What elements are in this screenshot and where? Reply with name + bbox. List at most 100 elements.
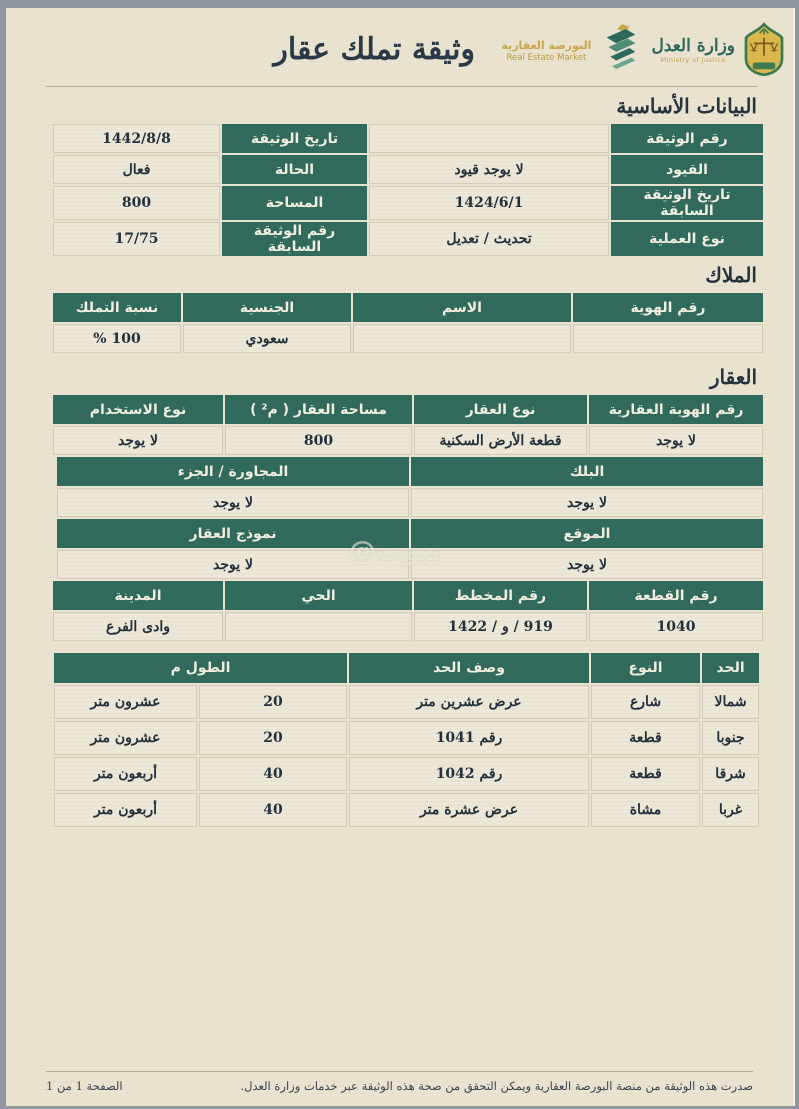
document-page: وزارة العدل Ministry of Justice البورصة … [6, 8, 795, 1106]
column-header: النوع [591, 653, 700, 683]
owner-nationality-value: سعودي [183, 324, 351, 353]
document-header: وزارة العدل Ministry of Justice البورصة … [6, 8, 793, 86]
field-value: لا يوجد [411, 488, 763, 517]
field-label: رقم الوثيقة [611, 124, 763, 153]
column-header: الحد [702, 653, 759, 683]
owners-table: رقم الهوية الاسم الجنسية نسبة التملك سعو… [53, 293, 763, 353]
border-type: قطعة [591, 757, 700, 791]
column-header: نسبة التملك [53, 293, 181, 322]
field-value: تحديث / تعديل [369, 222, 609, 256]
field-label: تاريخ الوثيقة السابقة [611, 186, 763, 220]
page-title: وثيقة تملك عقار [273, 32, 475, 67]
column-header: الموقع [411, 519, 763, 548]
field-value: لا يوجد قيود [369, 155, 609, 184]
city-value: وادى الفرع [53, 612, 223, 641]
ministry-of-justice-logo: وزارة العدل Ministry of Justice [651, 22, 787, 80]
property-table-row1: رقم الهوية العقارية نوع العقار مساحة الع… [53, 395, 763, 455]
column-header: مساحة العقار ( م² ) [225, 395, 412, 424]
column-header: وصف الحد [349, 653, 589, 683]
bourse-name-english: Real Estate Market [506, 52, 587, 63]
plan-number-value: 919 / و / 1422 [414, 612, 587, 641]
field-label: رقم الوثيقة السابقة [222, 222, 367, 256]
owner-name-value [353, 324, 571, 353]
border-side: جنوبا [702, 721, 759, 755]
borders-table: الحد النوع وصف الحد الطول م شمالا شارع ع… [54, 653, 759, 827]
bourse-logo-text: البورصة العقارية Real Estate Market [501, 39, 591, 63]
header-logos: وزارة العدل Ministry of Justice البورصة … [501, 22, 787, 80]
column-header: البلك [411, 457, 763, 486]
column-header: رقم القطعة [589, 581, 763, 610]
column-header: رقم الهوية العقارية [589, 395, 763, 424]
column-header: الطول م [54, 653, 347, 683]
field-value: 800 [53, 186, 220, 220]
field-value [369, 124, 609, 153]
border-type: قطعة [591, 721, 700, 755]
border-length-text: عشرون متر [54, 685, 197, 719]
column-header: الحي [225, 581, 412, 610]
field-value: 17/75 [53, 222, 220, 256]
border-length: 40 [199, 757, 347, 791]
field-value: فعال [53, 155, 220, 184]
column-header: رقم المخطط [414, 581, 587, 610]
header-divider [46, 86, 757, 87]
field-value: لا يوجد [589, 426, 763, 455]
border-desc: رقم 1041 [349, 721, 589, 755]
border-side: غربا [702, 793, 759, 827]
field-value: لا يوجد [57, 550, 409, 579]
column-header: المدينة [53, 581, 223, 610]
border-length-text: أربعون متر [54, 793, 197, 827]
border-length: 20 [199, 685, 347, 719]
border-length: 20 [199, 721, 347, 755]
field-value: لا يوجد [411, 550, 763, 579]
ministry-name-english: Ministry of Justice [660, 56, 726, 65]
property-table-row4: رقم القطعة رقم المخطط الحي المدينة 1040 … [53, 581, 763, 641]
field-label: الحالة [222, 155, 367, 184]
bourse-name-arabic: البورصة العقارية [501, 38, 592, 52]
column-header: الاسم [353, 293, 571, 322]
section-heading-basic-data: البيانات الأساسية [616, 94, 757, 118]
field-value: لا يوجد [57, 488, 409, 517]
stacked-layers-icon [599, 22, 641, 80]
property-table-row2: البلك المجاورة / الجزء لا يوجد لا يوجد [57, 457, 763, 517]
column-header: الجنسية [183, 293, 351, 322]
border-length-text: أربعون متر [54, 757, 197, 791]
field-value: 1424/6/1 [369, 186, 609, 220]
district-value [225, 612, 412, 641]
field-label: تاريخ الوثيقة [222, 124, 367, 153]
ministry-name-arabic: وزارة العدل [651, 36, 735, 57]
border-length: 40 [199, 793, 347, 827]
border-type: شارع [591, 685, 700, 719]
section-heading-owners: الملاك [705, 263, 757, 287]
section-heading-property: العقار [709, 365, 757, 389]
ministry-emblem-icon [741, 22, 787, 80]
column-header: نموذج العقار [57, 519, 409, 548]
border-desc: عرض عشرة متر [349, 793, 589, 827]
column-header: نوع الاستخدام [53, 395, 223, 424]
field-value: لا يوجد [53, 426, 223, 455]
border-desc: عرض عشرين متر [349, 685, 589, 719]
owner-share-value: 100 % [53, 324, 181, 353]
document-footer: صدرت هذه الوثيقة من منصة البورصة العقاري… [46, 1071, 753, 1093]
basic-data-table: رقم الوثيقة تاريخ الوثيقة 1442/8/8 القيو… [53, 124, 763, 256]
field-label: نوع العملية [611, 222, 763, 256]
field-value: قطعة الأرض السكنية [414, 426, 587, 455]
border-desc: رقم 1042 [349, 757, 589, 791]
border-length-text: عشرون متر [54, 721, 197, 755]
field-label: المساحة [222, 186, 367, 220]
column-header: نوع العقار [414, 395, 587, 424]
border-side: شرقا [702, 757, 759, 791]
ministry-logo-text: وزارة العدل Ministry of Justice [651, 38, 735, 64]
border-side: شمالا [702, 685, 759, 719]
plot-number-value: 1040 [589, 612, 763, 641]
field-value: 800 [225, 426, 412, 455]
footer-note: صدرت هذه الوثيقة من منصة البورصة العقاري… [240, 1079, 753, 1093]
column-header: رقم الهوية [573, 293, 763, 322]
page-number: الصفحة 1 من 1 [46, 1079, 123, 1093]
property-table-row3: الموقع نموذج العقار لا يوجد لا يوجد [57, 519, 763, 579]
border-type: مشاة [591, 793, 700, 827]
column-header: المجاورة / الجزء [57, 457, 409, 486]
field-value: 1442/8/8 [53, 124, 220, 153]
owner-id-value [573, 324, 763, 353]
field-label: القيود [611, 155, 763, 184]
real-estate-market-logo: البورصة العقارية Real Estate Market [501, 22, 641, 80]
